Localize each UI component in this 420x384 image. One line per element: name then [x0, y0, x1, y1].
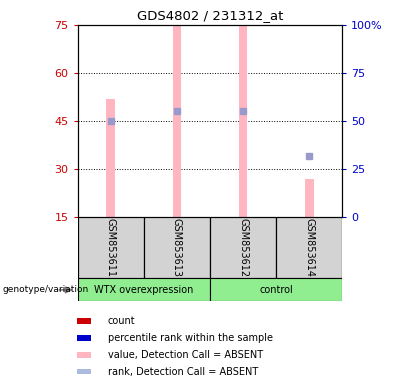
Bar [210, 217, 276, 278]
Bar [77, 318, 91, 324]
Bar [77, 335, 91, 341]
Bar [77, 352, 91, 358]
Title: GDS4802 / 231312_at: GDS4802 / 231312_at [137, 9, 283, 22]
Text: GSM853614: GSM853614 [304, 218, 314, 277]
Text: value, Detection Call = ABSENT: value, Detection Call = ABSENT [108, 350, 263, 360]
Text: GSM853611: GSM853611 [106, 218, 116, 277]
Text: percentile rank within the sample: percentile rank within the sample [108, 333, 273, 343]
Text: count: count [108, 316, 135, 326]
Bar [276, 217, 342, 278]
Text: WTX overexpression: WTX overexpression [94, 285, 194, 295]
Text: GSM853613: GSM853613 [172, 218, 182, 277]
Text: genotype/variation: genotype/variation [2, 285, 88, 295]
Bar [305, 179, 313, 217]
Text: GSM853612: GSM853612 [238, 218, 248, 277]
Bar [107, 99, 115, 217]
Bar [78, 278, 210, 301]
Bar [77, 369, 91, 374]
Bar [210, 278, 342, 301]
Bar [239, 25, 247, 217]
Bar [78, 217, 144, 278]
Text: rank, Detection Call = ABSENT: rank, Detection Call = ABSENT [108, 367, 258, 377]
Bar [173, 25, 181, 217]
Text: control: control [259, 285, 293, 295]
Bar [144, 217, 210, 278]
